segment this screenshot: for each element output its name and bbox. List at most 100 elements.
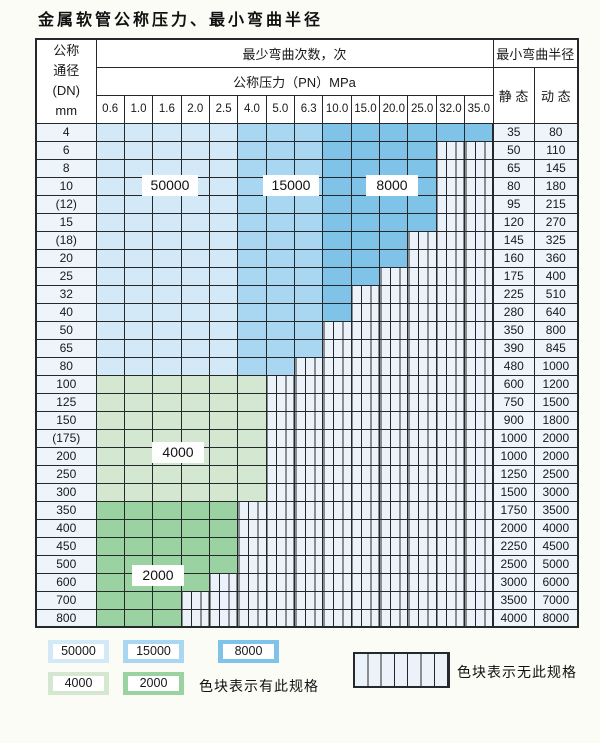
spec-cell: [152, 140, 182, 160]
legend-swatch-8000: 8000: [218, 640, 279, 663]
spec-cell: [123, 518, 154, 538]
no-spec-cell: [407, 608, 437, 628]
no-spec-cell: [435, 482, 466, 502]
spec-cell: [265, 140, 296, 160]
dynamic-radius-value: 2500: [533, 464, 579, 484]
no-spec-cell: [237, 518, 267, 538]
no-spec-cell: [294, 356, 324, 376]
dynamic-radius-value: 180: [533, 176, 579, 196]
no-spec-cell: [237, 572, 267, 592]
spec-cell: [322, 194, 352, 214]
no-spec-cell: [435, 212, 466, 232]
spec-cell: [123, 410, 154, 430]
no-spec-cell: [350, 482, 381, 502]
spec-cell: [208, 356, 239, 376]
spec-cell: [322, 284, 352, 304]
no-spec-cell: [379, 446, 409, 466]
no-spec-cell: [350, 410, 381, 430]
dn-label: (18): [35, 230, 97, 250]
dynamic-radius-value: 1800: [533, 410, 579, 430]
dn-header-line: mm: [55, 103, 78, 119]
spec-table: 公称 通径 (DN) mm 最少弯曲次数，次 最小弯曲半径 公称压力（PN）MP…: [35, 38, 580, 628]
dn-label: 125: [35, 392, 97, 412]
dynamic-header-cell: 动 态: [533, 66, 579, 124]
no-spec-cell: [265, 518, 296, 538]
dn-header-line: 通径: [53, 63, 80, 79]
table-row: 25 175 400: [35, 266, 579, 286]
spec-cell: [180, 536, 210, 556]
table-row: 15 120 270: [35, 212, 579, 232]
no-spec-cell: [464, 608, 494, 628]
no-spec-cell: [435, 446, 466, 466]
no-spec-cell: [294, 590, 324, 610]
spec-cell: [208, 140, 239, 160]
spec-cell: [294, 212, 324, 232]
pressure-col-header: 15.0: [350, 94, 381, 124]
spec-cell: [208, 194, 239, 214]
spec-cell: [95, 374, 125, 394]
no-spec-cell: [237, 554, 267, 574]
spec-cell: [379, 248, 409, 268]
spec-cell: [208, 302, 239, 322]
dn-label: 150: [35, 410, 97, 430]
dynamic-radius-value: 110: [533, 140, 579, 160]
spec-cell: [180, 194, 210, 214]
no-spec-cell: [265, 608, 296, 628]
table-row: 800 4000 8000: [35, 608, 579, 628]
spec-cell: [95, 158, 125, 178]
no-spec-cell: [350, 374, 381, 394]
pressure-col-header: 1.6: [152, 94, 182, 124]
no-spec-cell: [265, 536, 296, 556]
spec-cell: [208, 248, 239, 268]
no-spec-cell: [435, 500, 466, 520]
no-spec-cell: [464, 158, 494, 178]
no-spec-cell: [435, 608, 466, 628]
spec-cell: [237, 356, 267, 376]
spec-cell: [237, 230, 267, 250]
spec-table-body: 4 35 80 6 50 110 8 65 145 10 80 180 (12) 95 215 15 120 27…: [35, 122, 579, 628]
spec-cell: [123, 230, 154, 250]
spec-cell: [152, 230, 182, 250]
no-spec-cell: [294, 392, 324, 412]
spec-cell: [95, 212, 125, 232]
no-spec-cell: [407, 230, 437, 250]
table-row: 20 160 360: [35, 248, 579, 268]
spec-cell: [464, 122, 494, 142]
dn-label: 6: [35, 140, 97, 160]
spec-cell: [407, 158, 437, 178]
spec-cell: [180, 392, 210, 412]
spec-cell: [407, 140, 437, 160]
dn-label: 8: [35, 158, 97, 178]
spec-cell: [152, 338, 182, 358]
no-spec-cell: [208, 590, 239, 610]
table-row: 32 225 510: [35, 284, 579, 304]
spec-cell: [152, 356, 182, 376]
spec-cell: [294, 302, 324, 322]
spec-cell: [152, 266, 182, 286]
no-spec-cell: [350, 500, 381, 520]
spec-cell: [237, 212, 267, 232]
table-row: 150 900 1800: [35, 410, 579, 430]
dn-label: 250: [35, 464, 97, 484]
no-spec-cell: [379, 554, 409, 574]
no-spec-cell: [350, 446, 381, 466]
static-radius-value: 4000: [492, 608, 535, 628]
static-radius-value: 95: [492, 194, 535, 214]
no-spec-cell: [435, 248, 466, 268]
spec-cell: [237, 464, 267, 484]
no-spec-cell: [322, 338, 352, 358]
legend-swatch-15000: 15000: [123, 640, 184, 663]
spec-cell: [208, 374, 239, 394]
no-spec-cell: [407, 518, 437, 538]
no-spec-cell: [407, 554, 437, 574]
no-spec-cell: [294, 608, 324, 628]
spec-cell: [95, 464, 125, 484]
no-spec-cell: [350, 464, 381, 484]
no-spec-cell: [350, 518, 381, 538]
spec-cell: [265, 320, 296, 340]
spec-cell: [237, 194, 267, 214]
legend-swatch-50000: 50000: [48, 640, 109, 663]
spec-cell: [180, 320, 210, 340]
spec-cell: [152, 374, 182, 394]
no-spec-cell: [379, 428, 409, 448]
